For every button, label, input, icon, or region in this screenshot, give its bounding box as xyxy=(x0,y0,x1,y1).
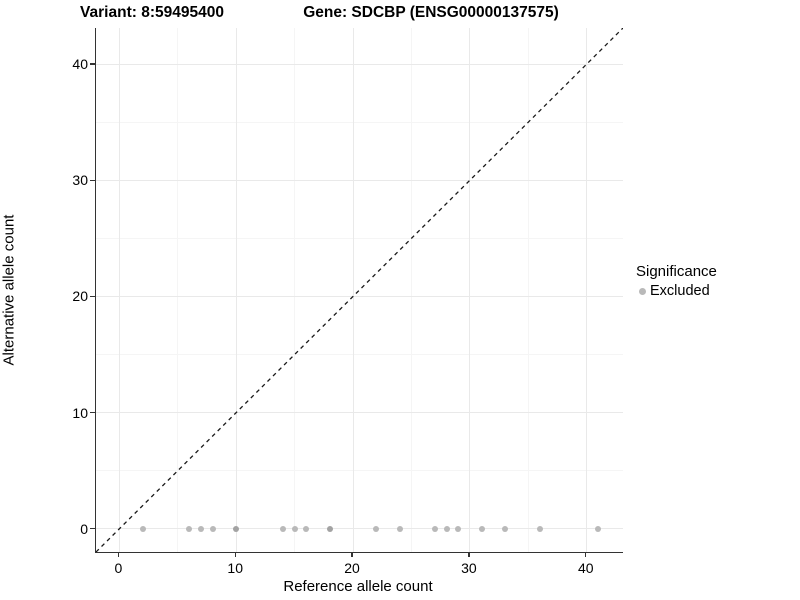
data-point xyxy=(396,525,403,532)
plot-title-variant: Variant: 8:59495400 xyxy=(80,4,224,21)
plot-panel xyxy=(95,28,623,553)
legend-point-icon xyxy=(639,287,646,295)
gridline-major-horizontal xyxy=(96,412,623,414)
gridline-minor-horizontal xyxy=(96,121,623,123)
gridline-minor-vertical xyxy=(294,28,296,552)
y-tick-label: 40 xyxy=(72,56,88,73)
data-point xyxy=(478,525,485,532)
x-tick-label: 40 xyxy=(577,560,594,576)
gridline-minor-vertical xyxy=(410,28,412,552)
data-point xyxy=(303,525,310,532)
y-axis-tick xyxy=(90,179,95,181)
gridline-major-horizontal xyxy=(96,63,623,65)
x-tick-label: 20 xyxy=(344,560,360,576)
data-point xyxy=(279,525,286,532)
legend: Significance Excluded xyxy=(636,263,796,299)
gridline-major-horizontal xyxy=(96,179,623,181)
data-point xyxy=(443,525,450,532)
x-axis-tick xyxy=(117,552,119,557)
plot-title-gene: Gene: SDCBP (ENSG00000137575) xyxy=(303,4,559,21)
y-axis-tick xyxy=(90,411,95,414)
x-axis-tick xyxy=(585,552,587,557)
y-axis-tick xyxy=(90,63,95,65)
data-point xyxy=(537,525,544,532)
data-point xyxy=(455,525,462,532)
y-axis-tick xyxy=(90,295,95,297)
x-tick-label: 10 xyxy=(227,560,244,576)
x-axis-title: Reference allele count xyxy=(283,578,433,595)
y-axis-tick xyxy=(90,528,95,530)
x-tick-label: 30 xyxy=(461,560,477,576)
gridline-major-vertical xyxy=(118,28,120,552)
legend-item-excluded: Excluded xyxy=(636,283,796,299)
gridline-major-vertical xyxy=(352,28,354,552)
y-axis-title: Alternative allele count xyxy=(0,214,18,366)
y-tick-label: 10 xyxy=(72,404,88,421)
gridline-minor-horizontal xyxy=(96,470,623,472)
data-point xyxy=(326,525,333,532)
data-point xyxy=(373,525,380,532)
gridline-major-vertical xyxy=(235,28,237,552)
data-point xyxy=(186,525,193,532)
gridline-major-vertical xyxy=(469,28,471,552)
data-point xyxy=(198,525,205,532)
gridline-minor-horizontal xyxy=(96,353,623,355)
gridline-minor-vertical xyxy=(177,28,179,552)
legend-title: Significance xyxy=(636,263,717,280)
gridline-major-vertical xyxy=(586,28,588,552)
data-point xyxy=(233,525,240,532)
x-tick-label: 0 xyxy=(114,560,123,576)
gridline-minor-vertical xyxy=(527,28,529,552)
data-point xyxy=(431,525,438,532)
identity-line xyxy=(96,28,623,552)
gridline-major-horizontal xyxy=(96,528,623,530)
data-point xyxy=(209,525,216,532)
data-point xyxy=(139,525,146,532)
y-tick-label: 20 xyxy=(72,288,88,305)
x-axis-tick xyxy=(468,552,470,557)
gridline-minor-horizontal xyxy=(96,237,623,239)
x-axis-tick xyxy=(234,552,236,557)
y-tick-label: 0 xyxy=(80,520,88,537)
x-axis-tick xyxy=(351,552,353,557)
legend-item-label: Excluded xyxy=(650,283,710,299)
data-point xyxy=(501,525,508,532)
data-point xyxy=(595,525,602,532)
gridline-major-horizontal xyxy=(96,295,623,297)
y-tick-label: 30 xyxy=(72,172,88,189)
data-point xyxy=(291,525,298,532)
